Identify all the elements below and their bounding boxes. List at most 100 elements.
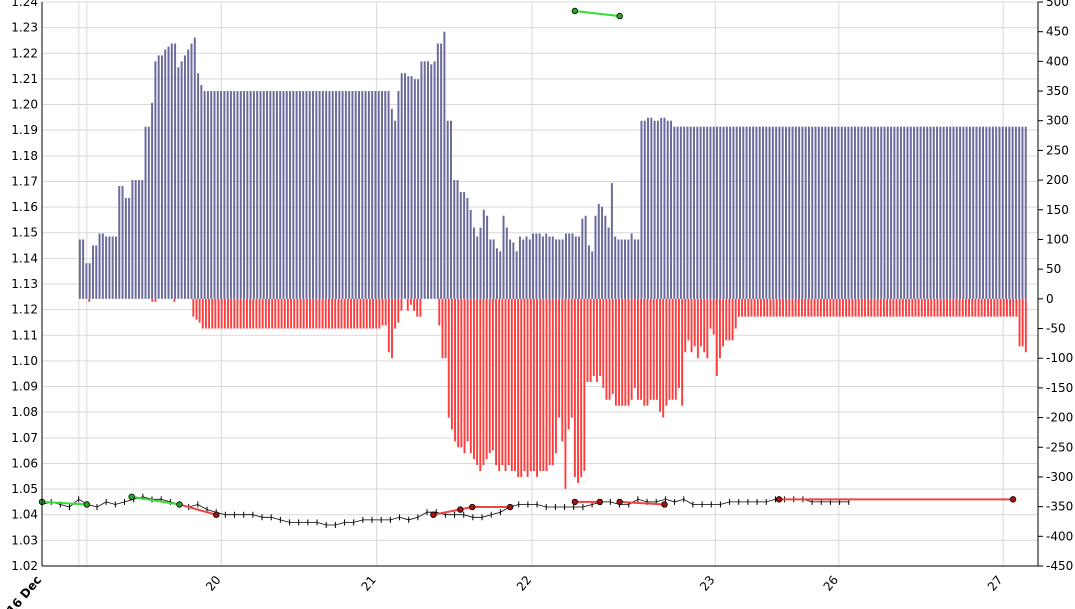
negative-bar xyxy=(476,298,479,466)
positive-bar xyxy=(578,236,581,299)
negative-bar xyxy=(466,298,469,442)
negative-bar xyxy=(394,298,397,329)
positive-bar xyxy=(653,120,656,299)
negative-bar xyxy=(321,298,324,329)
positive-bar xyxy=(742,126,745,299)
positive-bar xyxy=(390,108,393,299)
positive-bar xyxy=(909,126,912,299)
left-tick-label: 1.13 xyxy=(11,277,38,291)
positive-bar xyxy=(725,126,728,299)
positive-bar xyxy=(233,91,236,299)
positive-bar xyxy=(381,91,383,299)
positive-bar xyxy=(348,91,351,299)
positive-bar xyxy=(857,126,860,299)
negative-bar xyxy=(507,298,510,466)
positive-bar xyxy=(771,126,774,299)
positive-bar xyxy=(476,236,479,299)
negative-bar xyxy=(614,298,617,406)
positive-bar xyxy=(630,233,633,299)
positive-bar xyxy=(528,239,531,299)
negative-bar xyxy=(719,298,721,359)
positive-bar xyxy=(525,236,528,299)
negative-bar xyxy=(450,298,453,430)
positive-bar xyxy=(479,227,482,299)
positive-bar xyxy=(824,126,827,299)
price-series xyxy=(41,493,850,528)
positive-bar xyxy=(873,126,876,299)
negative-bar xyxy=(255,298,258,329)
negative-bar xyxy=(444,298,447,359)
left-tick-label: 1.20 xyxy=(11,98,38,112)
negative-bar xyxy=(696,298,699,359)
positive-bar xyxy=(850,126,853,299)
positive-bar xyxy=(302,91,305,299)
negative-bar xyxy=(602,298,605,388)
negative-bar xyxy=(841,298,844,317)
negative-bar xyxy=(864,298,866,317)
negative-bar xyxy=(949,298,952,317)
negative-bar xyxy=(239,298,242,329)
x-tick-label: 23 xyxy=(697,573,718,594)
positive-bar xyxy=(985,126,988,299)
negative-bar xyxy=(813,298,816,317)
positive-bar xyxy=(128,197,131,299)
negative-bar xyxy=(454,298,457,442)
positive-bar xyxy=(279,91,282,299)
right-tick-label: -250 xyxy=(1046,440,1073,454)
positive-bar xyxy=(683,126,686,299)
negative-bar xyxy=(633,298,636,388)
negative-bar xyxy=(510,298,513,472)
positive-bar xyxy=(174,43,177,299)
negative-bar xyxy=(608,298,611,400)
positive-bar xyxy=(1008,126,1011,299)
left-tick-label: 1.23 xyxy=(11,21,38,35)
positive-bar xyxy=(939,126,942,299)
left-tick-label: 1.24 xyxy=(11,0,38,9)
positive-bar xyxy=(154,61,157,299)
negative-bar xyxy=(655,298,658,400)
positive-bar xyxy=(515,251,518,299)
left-tick-label: 1.04 xyxy=(11,508,38,522)
right-tick-label: -450 xyxy=(1046,559,1073,573)
positive-bar xyxy=(660,117,663,299)
positive-bar xyxy=(177,67,180,299)
positive-bar xyxy=(949,126,952,299)
negative-bar xyxy=(769,298,772,317)
positive-bar xyxy=(137,180,140,299)
positive-bar xyxy=(509,239,512,299)
negative-bar xyxy=(372,298,375,329)
negative-bar xyxy=(693,298,696,347)
positive-bar xyxy=(443,31,446,299)
positive-bar xyxy=(643,120,646,299)
negative-bar xyxy=(485,298,488,460)
positive-bar xyxy=(371,91,374,299)
positive-bar xyxy=(624,239,627,299)
positive-bar xyxy=(220,91,223,299)
negative-bar xyxy=(1015,298,1018,317)
left-tick-label: 1.15 xyxy=(11,226,38,240)
negative-bar xyxy=(337,298,340,329)
positive-bar xyxy=(762,126,764,299)
negative-bar xyxy=(649,298,652,400)
positive-bar xyxy=(134,180,137,299)
positive-bar xyxy=(229,91,232,299)
positive-bar xyxy=(206,91,209,299)
positive-bar xyxy=(955,126,958,299)
negative-bar xyxy=(154,298,157,302)
negative-bar xyxy=(889,298,892,317)
marker-green xyxy=(176,501,183,508)
positive-bar xyxy=(597,203,600,299)
negative-bar xyxy=(391,298,393,359)
positive-bar xyxy=(978,126,981,299)
positive-bar xyxy=(804,126,807,299)
positive-bar xyxy=(591,251,594,299)
negative-bar xyxy=(286,298,289,329)
positive-bar xyxy=(131,180,134,299)
marker-red xyxy=(469,503,476,511)
positive-bar xyxy=(246,91,249,299)
positive-bar xyxy=(312,91,315,299)
positive-bar xyxy=(722,126,725,299)
negative-bar xyxy=(700,298,702,347)
positive-bar xyxy=(794,126,797,299)
